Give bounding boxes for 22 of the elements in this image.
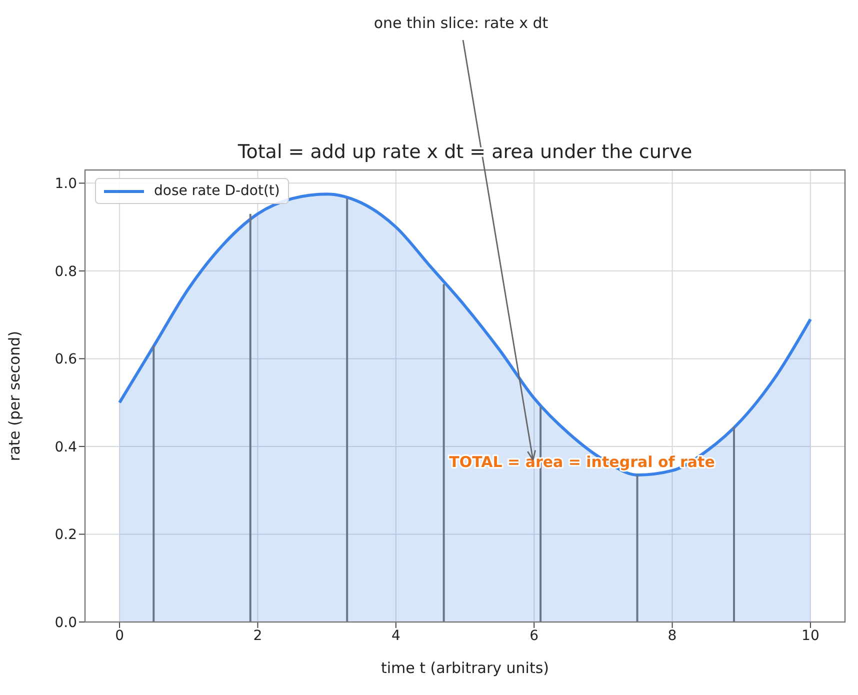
- bar: [442, 284, 445, 622]
- x-tick-label: 8: [668, 628, 677, 644]
- bar: [152, 346, 155, 622]
- bar: [249, 214, 252, 622]
- y-axis-title: rate (per second): [5, 330, 24, 462]
- x-tick-label: 6: [530, 628, 539, 644]
- y-tick-label: 0.4: [54, 439, 78, 456]
- bar: [636, 474, 638, 622]
- y-tick-label: 0.2: [54, 527, 77, 544]
- x-tick-label: 10: [802, 628, 820, 644]
- y-tick-label: 1.0: [54, 176, 77, 192]
- text: one thin slice: rate x dt: [374, 14, 548, 32]
- x-tick-label: 0: [115, 628, 124, 644]
- y-tick-label: 0.8: [54, 264, 77, 280]
- x-tick-label: 4: [391, 628, 400, 644]
- x-axis-title: time t (arbitrary units): [381, 659, 549, 677]
- bar: [733, 426, 735, 622]
- y-tick-label: 0.0: [54, 614, 77, 631]
- y-tick-label: 0.6: [54, 352, 78, 368]
- legend-label: dose rate D-dot(t): [154, 183, 280, 199]
- x-tick-label: 2: [253, 628, 262, 644]
- bar: [346, 198, 348, 622]
